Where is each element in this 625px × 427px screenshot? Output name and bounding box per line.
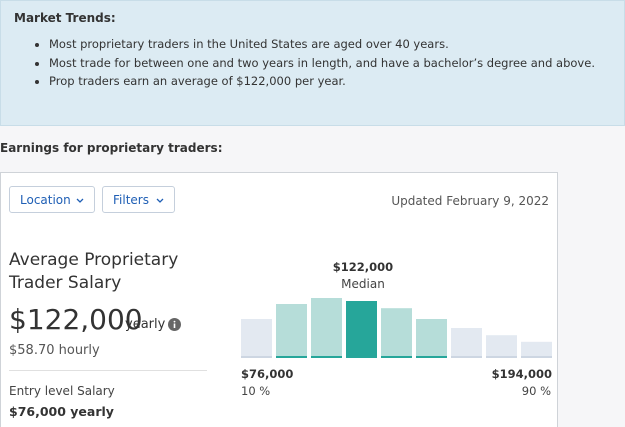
high-percentile: 90 % [522,384,551,398]
histogram-bar [521,341,552,358]
updated-date: Updated February 9, 2022 [391,194,549,208]
bar-baseline [521,356,552,358]
trend-item: Most trade for between one and two years… [49,54,595,73]
divider [9,370,207,371]
salary-histogram: $122,000 Median $76,000 10 % $194,000 90… [241,260,552,398]
button-label: Filters [113,193,149,207]
bar-baseline [381,356,412,358]
histogram-bar [241,319,272,358]
bar-baseline [241,356,272,358]
bar-baseline [451,356,482,358]
high-value: $194,000 [492,367,552,381]
info-icon[interactable] [168,318,181,331]
histogram-bar [416,319,447,358]
bar-baseline [346,356,377,358]
bar-baseline [276,356,307,358]
histogram-bar [346,301,377,358]
trends-title: Market Trends: [14,11,116,25]
histogram-bar [381,308,412,358]
chevron [156,198,164,203]
median-value: $122,000 [333,260,393,274]
histogram-bar [276,304,307,358]
salary-amount: $122,000 [9,303,143,336]
entry-value: $76,000 yearly [9,404,114,419]
entry-label: Entry level Salary [9,384,115,398]
bar-baseline [311,356,342,358]
histogram-bar [486,335,517,358]
salary-hourly: $58.70 hourly [9,343,100,358]
bar-baseline [486,356,517,358]
chevron [76,198,84,203]
salary-period: yearly [125,317,166,332]
trends-list: Most proprietary traders in the United S… [31,35,595,91]
earnings-title: Earnings for proprietary traders: [0,141,223,155]
trend-item: Prop traders earn an average of $122,000… [49,72,595,91]
histogram-bar [451,328,482,358]
button-label: Location [20,193,71,207]
low-value: $76,000 [241,367,293,381]
market-trends: Market Trends: Most proprietary traders … [0,0,625,126]
location-button[interactable]: Location [9,186,95,213]
salary-title: Average Proprietary Trader Salary [9,250,179,293]
salary-card: Location Filters Updated February 9, 202… [0,172,558,427]
median-label: Median [341,277,385,291]
low-percentile: 10 % [241,384,270,398]
filters-button[interactable]: Filters [102,186,175,213]
histogram-bar [311,298,342,358]
trend-item: Most proprietary traders in the United S… [49,35,595,54]
bar-baseline [416,356,447,358]
